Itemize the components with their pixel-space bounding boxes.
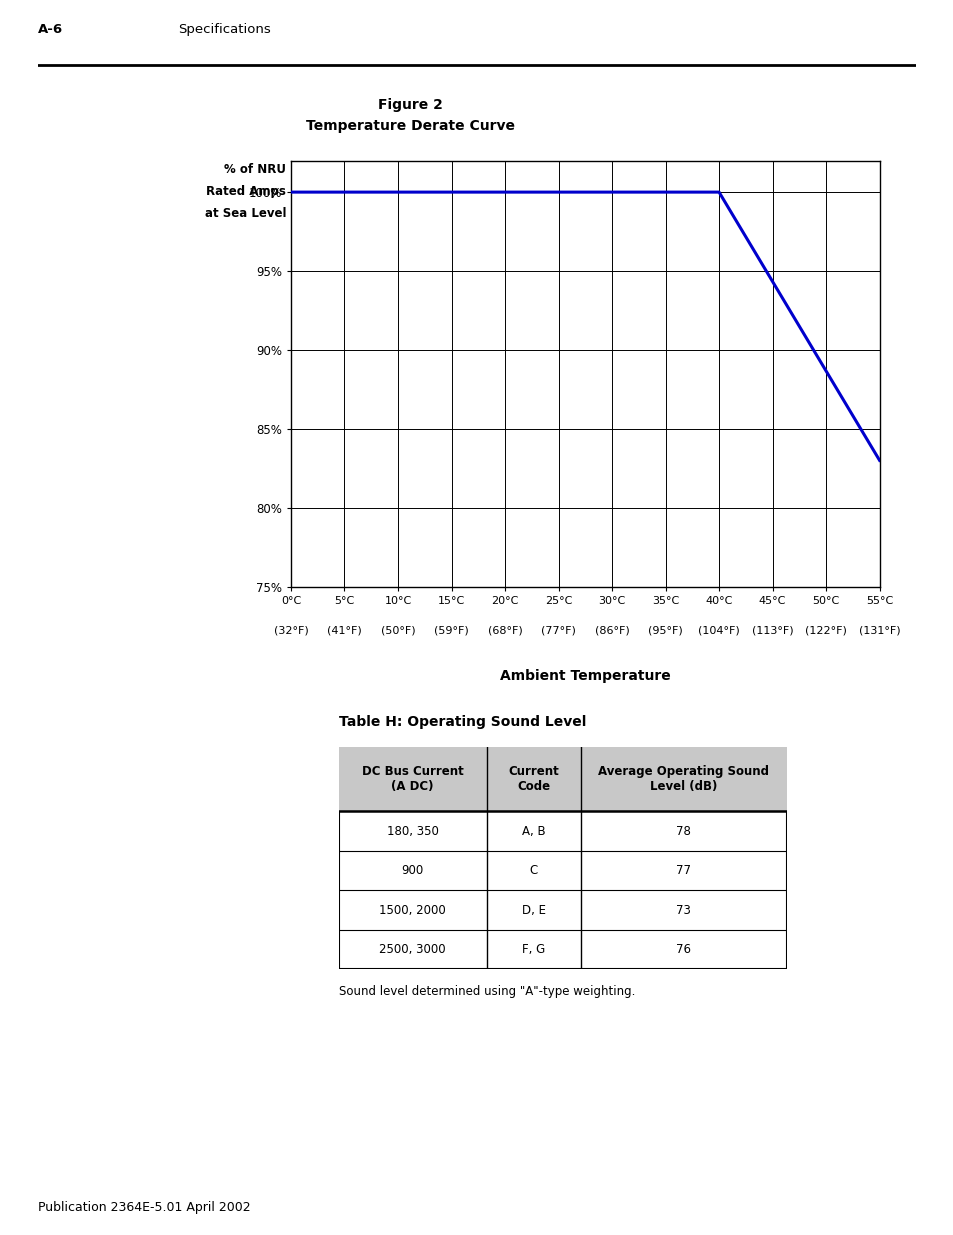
Text: A-6: A-6 bbox=[38, 22, 63, 36]
Text: 77: 77 bbox=[676, 864, 691, 877]
Text: (113°F): (113°F) bbox=[751, 625, 793, 636]
Text: Temperature Derate Curve: Temperature Derate Curve bbox=[305, 119, 515, 133]
Text: Publication 2364E-5.01 April 2002: Publication 2364E-5.01 April 2002 bbox=[38, 1202, 251, 1214]
Text: 180, 350: 180, 350 bbox=[386, 825, 438, 837]
Text: (68°F): (68°F) bbox=[487, 625, 522, 636]
Text: (50°F): (50°F) bbox=[380, 625, 415, 636]
Text: (32°F): (32°F) bbox=[274, 625, 308, 636]
Text: D, E: D, E bbox=[521, 904, 545, 916]
Text: Table H: Operating Sound Level: Table H: Operating Sound Level bbox=[338, 715, 585, 730]
Text: Ambient Temperature: Ambient Temperature bbox=[499, 668, 670, 683]
Text: (86°F): (86°F) bbox=[594, 625, 629, 636]
Text: 73: 73 bbox=[676, 904, 691, 916]
Text: Sound level determined using "A"-type weighting.: Sound level determined using "A"-type we… bbox=[338, 986, 635, 998]
Text: (41°F): (41°F) bbox=[327, 625, 361, 636]
Text: Figure 2: Figure 2 bbox=[377, 98, 442, 112]
Text: (104°F): (104°F) bbox=[698, 625, 740, 636]
Bar bbox=[338, 747, 786, 811]
Text: Rated Amps: Rated Amps bbox=[206, 185, 286, 199]
Text: % of NRU: % of NRU bbox=[224, 163, 286, 177]
Text: C: C bbox=[529, 864, 537, 877]
Text: (77°F): (77°F) bbox=[540, 625, 576, 636]
Text: F, G: F, G bbox=[521, 944, 545, 956]
Text: A, B: A, B bbox=[521, 825, 545, 837]
Text: 78: 78 bbox=[676, 825, 691, 837]
Text: DC Bus Current
(A DC): DC Bus Current (A DC) bbox=[361, 766, 463, 793]
Text: at Sea Level: at Sea Level bbox=[205, 207, 286, 221]
Text: 2500, 3000: 2500, 3000 bbox=[379, 944, 445, 956]
Text: Average Operating Sound
Level (dB): Average Operating Sound Level (dB) bbox=[598, 766, 769, 793]
Text: (95°F): (95°F) bbox=[647, 625, 682, 636]
Text: (131°F): (131°F) bbox=[858, 625, 900, 636]
Text: (122°F): (122°F) bbox=[804, 625, 846, 636]
Text: Specifications: Specifications bbox=[178, 22, 271, 36]
Text: 900: 900 bbox=[401, 864, 423, 877]
Text: 1500, 2000: 1500, 2000 bbox=[379, 904, 446, 916]
Text: Current
Code: Current Code bbox=[508, 766, 558, 793]
Text: (59°F): (59°F) bbox=[434, 625, 468, 636]
Text: 76: 76 bbox=[676, 944, 691, 956]
